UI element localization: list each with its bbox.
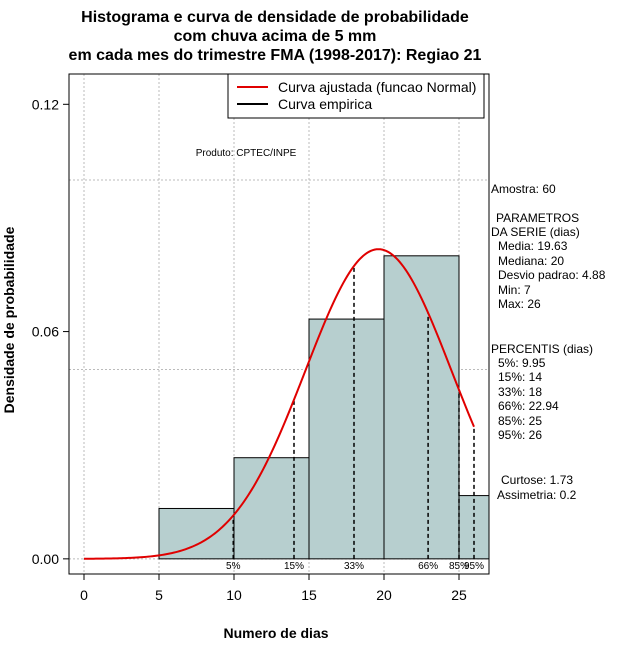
legend-label-empirical: Curva empirica xyxy=(278,96,372,112)
percentile-label-2: 33% xyxy=(344,561,364,572)
chart-title-line-2: com chuva acima de 5 mm xyxy=(174,28,377,45)
legend-box xyxy=(227,73,485,119)
percentil-33: 33%: 18 xyxy=(498,385,542,399)
percentil-5: 5%: 9.95 xyxy=(498,356,546,370)
assimetria: Assimetria: 0.2 xyxy=(497,488,577,502)
legend-label-fit: Curva ajustada (funcao Normal) xyxy=(278,79,476,95)
x-tick-label-0: 0 xyxy=(80,587,88,603)
x-tick-label-4: 20 xyxy=(376,587,392,603)
param-median: Mediana: 20 xyxy=(498,254,564,268)
params-title-1: PARAMETROS xyxy=(496,211,579,225)
percentil-85: 85%: 25 xyxy=(498,414,542,428)
histogram-bar-0 xyxy=(158,507,235,560)
y-tick-label-0: 0.00 xyxy=(32,551,59,567)
param-mean: Media: 19.63 xyxy=(498,239,568,253)
normal-curve-group xyxy=(83,248,475,560)
y-tick-label-1: 0.06 xyxy=(32,324,59,340)
side-info-panel: Amostra: 60 PARAMETROS DA SERIE (dias) M… xyxy=(491,182,606,502)
legend: Curva ajustada (funcao Normal) Curva emp… xyxy=(227,73,485,119)
x-tick-label-1: 5 xyxy=(155,587,163,603)
percentil-66: 66%: 22.94 xyxy=(498,399,559,413)
curtose: Curtose: 1.73 xyxy=(501,473,573,487)
percentil-95: 95%: 26 xyxy=(498,428,542,442)
percentis-title: PERCENTIS (dias) xyxy=(491,342,593,356)
normal-curve xyxy=(83,248,475,560)
percentile-label-5: 95% xyxy=(464,561,484,572)
percentile-label-0: 5% xyxy=(226,561,241,572)
param-max: Max: 26 xyxy=(498,297,541,311)
chart-title-line-3: em cada mes do trimestre FMA (1998-2017)… xyxy=(69,47,482,64)
sample-size: Amostra: 60 xyxy=(491,182,556,196)
chart-title-line-1: Histograma e curva de densidade de proba… xyxy=(81,9,469,26)
y-tick-label-2: 0.12 xyxy=(32,96,59,112)
param-min: Min: 7 xyxy=(498,283,531,297)
x-tick-label-2: 10 xyxy=(226,587,242,603)
y-axis-label: Densidade de probabilidade xyxy=(1,226,17,413)
percentile-label-4: 85% xyxy=(449,561,469,572)
histogram-bar-2 xyxy=(308,318,385,560)
percentil-15: 15%: 14 xyxy=(498,370,542,384)
percentile-lines: 5% 15% 33% 66% 85%95% xyxy=(226,265,484,572)
histogram-bar-1 xyxy=(233,457,310,560)
histogram-bars xyxy=(158,255,490,560)
param-sd: Desvio padrao: 4.88 xyxy=(498,268,606,282)
x-tick-label-5: 25 xyxy=(451,587,467,603)
product-label: Produto: CPTEC/INPE xyxy=(196,148,297,159)
histogram-bar-3 xyxy=(383,255,460,560)
axes: 0 5 10 15 20 25 0.00 0.06 0.12 xyxy=(32,96,467,603)
x-axis-label: Numero de dias xyxy=(223,625,328,641)
percentile-label-1: 15% xyxy=(284,561,304,572)
percentile-label-3: 66% xyxy=(418,561,438,572)
x-tick-label-3: 15 xyxy=(301,587,317,603)
params-title-2: DA SERIE (dias) xyxy=(491,225,580,239)
